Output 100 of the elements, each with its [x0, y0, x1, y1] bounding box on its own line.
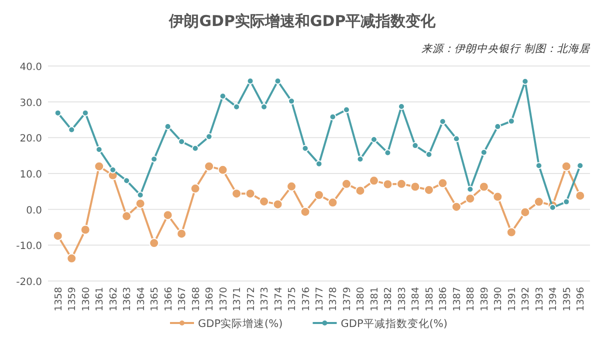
point	[192, 144, 199, 152]
legend-label: GDP实际增速(%)	[198, 317, 283, 330]
x-tick-label: 1361	[94, 287, 106, 312]
point	[396, 178, 406, 189]
x-tick-label: 1387	[452, 287, 463, 312]
point	[329, 113, 336, 120]
x-tick-label: 1395	[562, 287, 573, 312]
point	[68, 126, 76, 134]
point	[356, 156, 364, 163]
x-tick-label: 1381	[369, 287, 380, 312]
point	[466, 186, 474, 193]
point	[94, 161, 104, 172]
x-tick-label: 1388	[466, 287, 477, 312]
point	[520, 207, 530, 218]
x-tick-label: 1366	[163, 287, 174, 312]
x-tick-label: 1391	[506, 287, 518, 312]
point	[176, 228, 187, 239]
x-tick-label: 1384	[410, 287, 422, 312]
point	[494, 123, 502, 130]
point	[561, 161, 572, 172]
x-tick-label: 1376	[300, 287, 312, 312]
x-tick-label: 1390	[493, 287, 504, 312]
point	[506, 227, 516, 238]
point	[288, 98, 296, 105]
x-tick-label: 1394	[548, 287, 560, 312]
point	[424, 184, 434, 195]
x-tick-label: 1393	[534, 287, 546, 312]
point	[219, 92, 226, 100]
y-tick-label: 20.0	[20, 134, 42, 145]
point	[478, 182, 489, 192]
legend-label: GDP平减指数变化(%)	[340, 317, 448, 330]
point	[96, 146, 103, 153]
x-tick-label: 1364	[136, 287, 147, 312]
point	[522, 78, 529, 85]
x-tick-label: 1378	[328, 287, 340, 312]
point	[123, 177, 130, 184]
point	[575, 190, 586, 201]
point	[382, 179, 393, 190]
point	[302, 144, 309, 152]
point	[259, 196, 270, 206]
point	[206, 133, 213, 140]
point	[316, 160, 322, 168]
point	[272, 199, 283, 210]
point	[355, 186, 366, 196]
point	[492, 192, 503, 202]
x-tick-label: 1367	[177, 287, 188, 312]
point	[410, 182, 420, 192]
point	[66, 253, 77, 264]
x-tick-label: 1371	[232, 287, 244, 312]
point	[368, 176, 379, 186]
x-tick-label: 1359	[67, 287, 78, 312]
x-tick-label: 1373	[260, 287, 271, 312]
x-tick-label: 1369	[204, 287, 216, 312]
point	[576, 162, 584, 170]
x-tick-label: 1363	[122, 287, 134, 312]
y-tick-label: 30.0	[20, 98, 42, 109]
y-tick-label: -20.0	[16, 277, 42, 288]
point	[150, 156, 158, 163]
point	[508, 118, 515, 125]
point	[274, 78, 282, 85]
point	[480, 148, 488, 156]
point	[149, 238, 160, 248]
source-note: 来源：伊朗中央银行 制图：北海居	[422, 43, 591, 55]
point	[178, 138, 186, 146]
point	[562, 198, 570, 206]
point	[452, 135, 460, 142]
point	[246, 78, 254, 85]
x-tick-label: 1389	[479, 287, 490, 312]
point	[439, 118, 446, 126]
x-tick-label: 1386	[438, 287, 450, 312]
y-tick-label: 40.0	[20, 62, 42, 73]
x-tick-label: 1365	[150, 287, 161, 312]
point	[314, 190, 324, 200]
x-tick-label: 1358	[53, 287, 64, 312]
x-tick-label: 1370	[218, 287, 230, 312]
point	[52, 230, 63, 241]
x-tick-label: 1380	[356, 287, 367, 312]
x-tick-label: 1377	[314, 287, 326, 312]
point	[451, 202, 462, 212]
point	[384, 149, 392, 156]
x-tick-label: 1374	[273, 287, 284, 312]
y-tick-label: 10.0	[20, 170, 42, 180]
x-tick-label: 1375	[287, 287, 298, 312]
point	[136, 192, 144, 198]
x-tick-label: 1379	[342, 287, 353, 312]
x-tick-label: 1360	[80, 287, 92, 312]
point	[135, 198, 146, 209]
x-tick-label: 1385	[424, 287, 436, 312]
point	[412, 142, 419, 150]
x-tick-label: 1396	[576, 287, 587, 312]
point	[190, 184, 200, 194]
point	[122, 211, 132, 222]
point	[341, 178, 352, 189]
x-tick-label: 1368	[190, 287, 202, 312]
point	[245, 188, 256, 199]
point	[342, 106, 350, 114]
x-tick-label: 1372	[246, 287, 257, 312]
point	[300, 206, 310, 217]
point	[534, 196, 544, 207]
chart-title: 伊朗GDP实际增速和GDP平减指数变化	[168, 12, 437, 30]
